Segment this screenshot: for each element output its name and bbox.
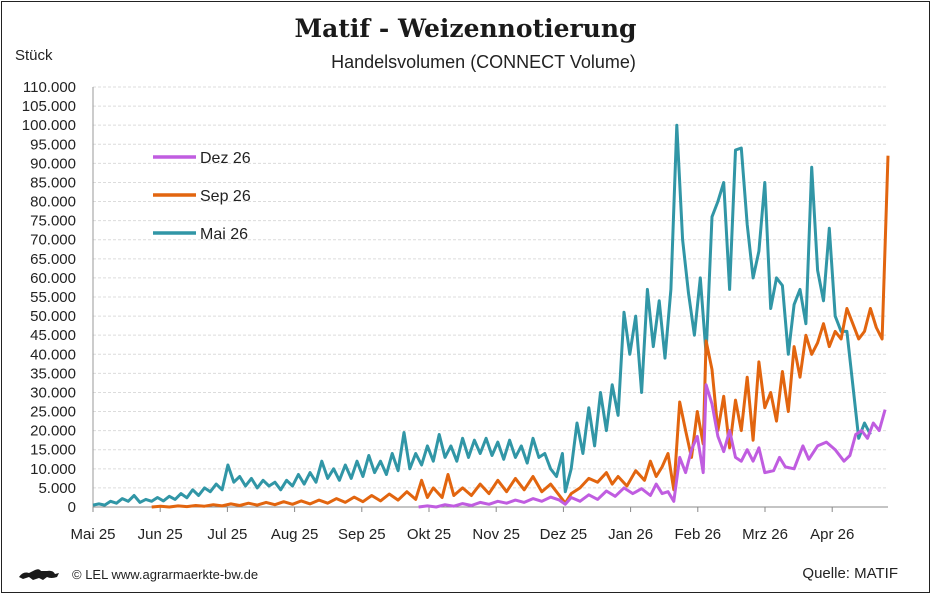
y-tick-label: 65.000 [30, 251, 76, 268]
chart-title: Matif - Weizennotierung [294, 14, 637, 43]
y-tick-label: 5.000 [38, 480, 76, 497]
x-tick-label: Nov 25 [472, 526, 520, 543]
x-tick-label: Jan 26 [608, 526, 653, 543]
series-line-sep-26 [151, 155, 890, 509]
x-tick-label: Jun 25 [138, 526, 183, 543]
legend-label: Dez 26 [200, 150, 251, 167]
y-tick-label: 30.000 [30, 384, 76, 401]
source-text: Quelle: MATIF [802, 565, 898, 582]
y-tick-label: 105.000 [22, 98, 76, 115]
x-tick-label: Feb 26 [674, 526, 721, 543]
y-tick-label: 100.000 [22, 117, 76, 134]
y-tick-label: 45.000 [30, 327, 76, 344]
series-line-dez-26 [418, 383, 887, 509]
x-tick-label: Aug 25 [271, 526, 319, 543]
x-tick-label: Dez 25 [540, 526, 588, 543]
copyright-text: © LEL www.agrarmaerkte-bw.de [72, 567, 259, 582]
legend-label: Sep 26 [200, 188, 251, 205]
y-tick-label: 50.000 [30, 308, 76, 325]
y-tick-label: 55.000 [30, 289, 76, 306]
y-tick-label: 25.000 [30, 404, 76, 421]
series-lines [92, 123, 890, 509]
y-tick-label: 80.000 [30, 194, 76, 211]
y-tick-label: 0 [68, 499, 76, 516]
y-tick-label: 10.000 [30, 461, 76, 478]
y-tick-label: 110.000 [23, 79, 76, 96]
y-tick-label: 60.000 [30, 270, 76, 287]
legend: Dez 26 Sep 26 Mai 26 [153, 150, 251, 243]
x-tick-labels: Mai 25 Jun 25 Jul 25 Aug 25 Sep 25 Okt 25 Nov … [70, 507, 854, 543]
y-tick-label: 15.000 [30, 442, 76, 459]
legend-label: Mai 26 [200, 226, 248, 243]
x-tick-label: Mrz 26 [742, 526, 788, 543]
y-tick-labels: 0 5.000 10.000 15.000 20.000 25.000 30.000 35.0… [22, 79, 76, 516]
y-tick-label: 40.000 [30, 346, 76, 363]
lion-logo-icon [17, 565, 61, 588]
x-tick-label: Sep 25 [338, 526, 386, 543]
y-tick-label: 85.000 [30, 174, 76, 191]
x-tick-label: Jul 25 [207, 526, 247, 543]
y-tick-label: 75.000 [30, 213, 76, 230]
y-tick-label: 35.000 [30, 365, 76, 382]
y-tick-label: 70.000 [30, 232, 76, 249]
chart-subtitle: Handelsvolumen (CONNECT Volume) [331, 52, 636, 72]
y-axis-label: Stück [15, 47, 53, 64]
x-tick-label: Okt 25 [407, 526, 451, 543]
x-tick-label: Mai 25 [70, 526, 115, 543]
y-tick-label: 90.000 [30, 155, 76, 172]
series-line-mai-26 [92, 123, 872, 507]
y-tick-label: 20.000 [30, 423, 76, 440]
y-tick-label: 95.000 [30, 136, 76, 153]
x-tick-label: Apr 26 [810, 526, 854, 543]
